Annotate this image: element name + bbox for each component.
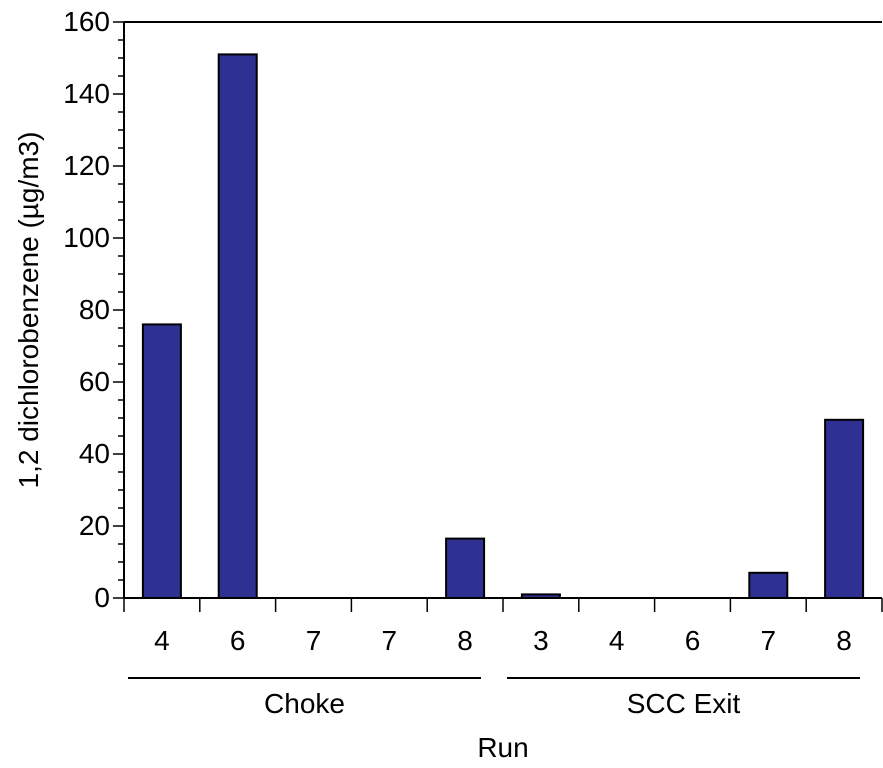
x-axis-title: Run — [477, 732, 528, 763]
x-tick-label: 6 — [685, 625, 701, 656]
x-tick-label: 7 — [761, 625, 777, 656]
y-tick-label: 0 — [94, 582, 110, 613]
x-tick-label: 8 — [836, 625, 852, 656]
y-tick-label: 80 — [79, 294, 110, 325]
group-label: Choke — [264, 688, 345, 719]
bar — [217, 53, 258, 599]
y-tick-label: 120 — [63, 150, 110, 181]
x-tick-label: 3 — [533, 625, 549, 656]
bar — [445, 537, 486, 599]
y-tick-label: 60 — [79, 366, 110, 397]
y-tick-label: 40 — [79, 438, 110, 469]
bar — [520, 593, 561, 600]
x-tick-label: 4 — [154, 625, 170, 656]
x-tick-label: 8 — [457, 625, 473, 656]
y-tick-label: 160 — [63, 6, 110, 37]
x-tick-label: 4 — [609, 625, 625, 656]
bar — [824, 418, 865, 599]
bar — [748, 571, 789, 599]
y-tick-label: 20 — [79, 510, 110, 541]
y-tick-label: 100 — [63, 222, 110, 253]
y-axis-title: 1,2 dichlorobenzene (µg/m3) — [13, 132, 44, 489]
y-tick-label: 140 — [63, 78, 110, 109]
x-tick-label: 7 — [382, 625, 398, 656]
x-tick-label: 6 — [230, 625, 246, 656]
labels: 0 20 40 60 80 100 120 140 160 4 6 7 7 8 3 4 6 7 8 Choke SCC … — [63, 6, 852, 719]
x-tick-label: 7 — [306, 625, 322, 656]
bar — [141, 323, 182, 599]
group-label: SCC Exit — [627, 688, 741, 719]
bars — [141, 53, 865, 600]
